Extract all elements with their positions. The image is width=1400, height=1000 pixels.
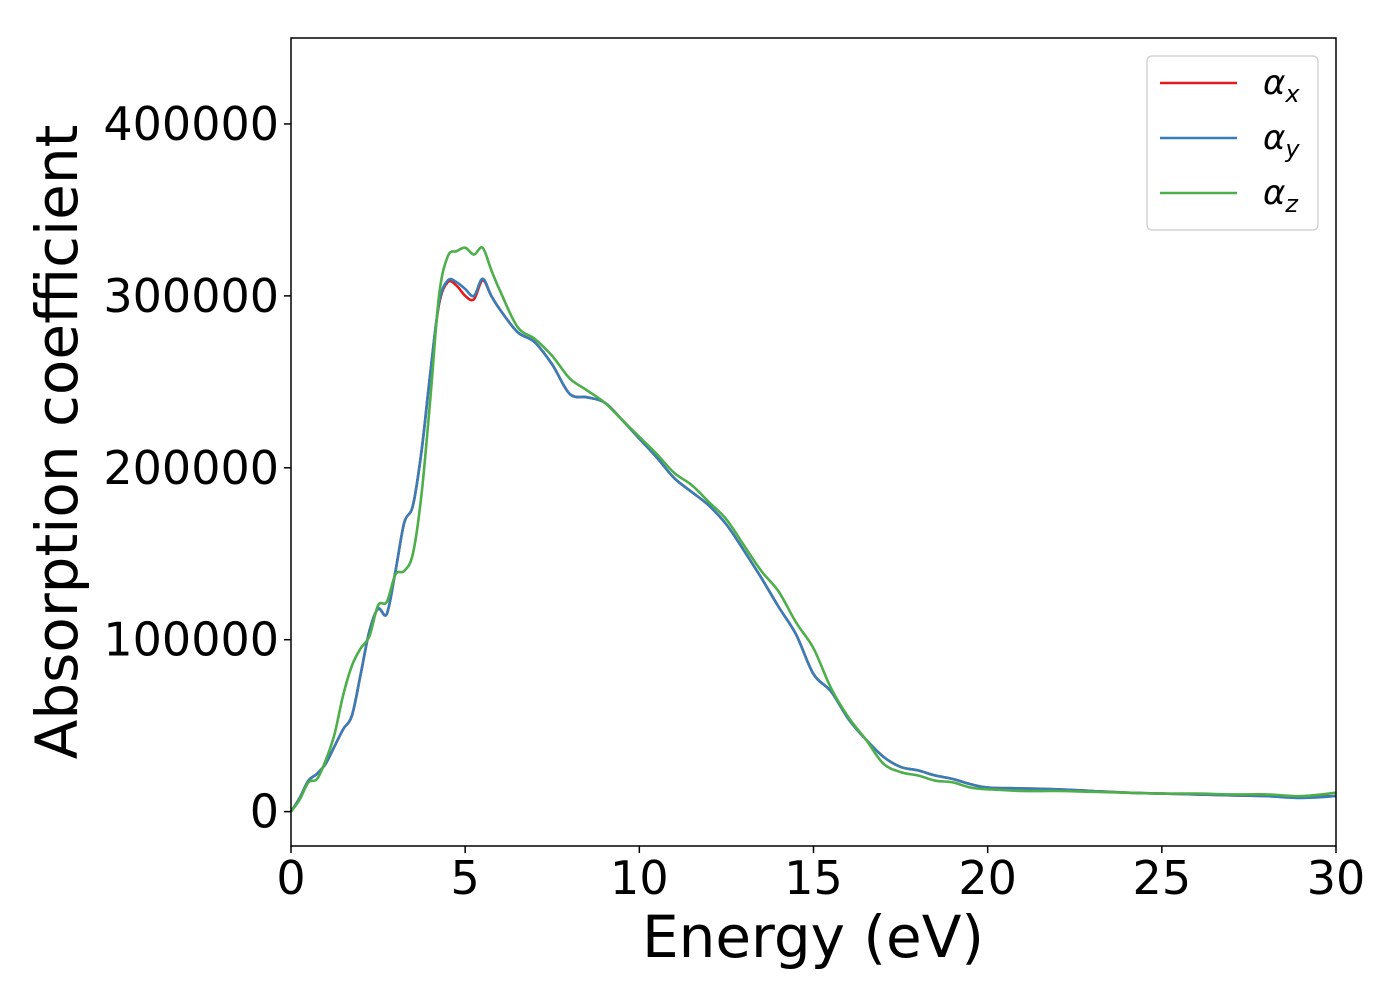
legend: αx αy αz [1146,55,1319,231]
legend-label-alpha-z: αz [1263,173,1299,218]
x-tick-label: 30 [1307,851,1366,905]
x-tick-label: 15 [784,851,843,905]
x-tick-label: 0 [276,851,305,905]
y-axis: 0 100000 200000 300000 400000 [103,97,291,839]
y-tick-label: 100000 [103,613,279,667]
y-tick-label: 200000 [103,441,279,495]
legend-box [1146,55,1319,231]
plot-area [289,245,1337,813]
x-tick-label: 10 [610,851,669,905]
y-tick-label: 0 [250,785,279,839]
x-tick-label: 20 [958,851,1017,905]
x-tick-label: 25 [1133,851,1192,905]
x-axis-label: Energy (eV) [642,903,984,971]
series-line-alpha-x [289,279,1337,813]
legend-label-alpha-x: αx [1263,63,1300,108]
series-line-alpha-y [289,277,1337,813]
legend-label-alpha-y: αy [1263,118,1300,163]
x-tick-label: 5 [451,851,480,905]
y-axis-label: Absorption coefficient [23,125,91,760]
plot-frame [290,37,1337,847]
series-line-alpha-z [289,245,1337,813]
y-tick-label: 400000 [103,97,279,151]
y-tick-label: 300000 [103,269,279,323]
x-axis: 0 5 10 15 20 25 30 [276,846,1365,905]
